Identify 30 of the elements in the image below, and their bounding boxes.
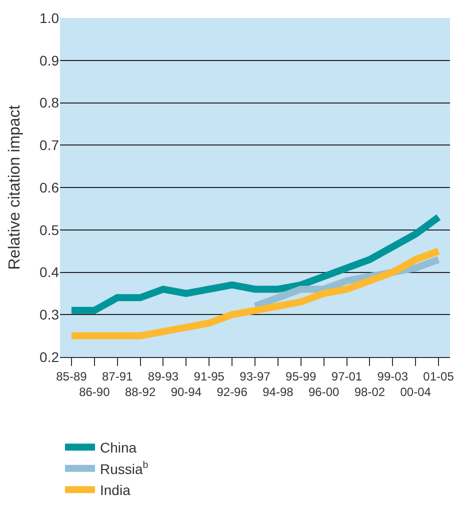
- legend-label: India: [100, 482, 131, 498]
- x-tick-label: 88-92: [124, 385, 156, 399]
- x-tick-label: 85-89: [56, 369, 88, 384]
- x-tick-label: 87-91: [102, 369, 134, 384]
- x-tick-label: 93-97: [240, 369, 271, 384]
- y-axis-title: Relative citation impact: [6, 104, 24, 270]
- x-tick-label: 00-04: [400, 385, 432, 399]
- x-tick-label: 89-93: [148, 369, 179, 384]
- x-tick-label: 92-96: [216, 385, 248, 399]
- x-tick-label: 90-94: [170, 385, 202, 399]
- x-tick-label: 98-02: [354, 385, 386, 399]
- x-tick-label: 96-00: [308, 385, 340, 399]
- y-tick-label: 0.8: [40, 94, 60, 111]
- y-tick-label: 0.3: [40, 306, 60, 323]
- x-tick-label: 94-98: [262, 385, 294, 399]
- y-tick-label: 0.4: [40, 264, 60, 280]
- y-tick-label: 0.6: [40, 179, 60, 196]
- x-tick-label: 01-05: [423, 369, 454, 384]
- x-tick-label: 86-90: [79, 385, 110, 399]
- y-tick-label: 0.2: [40, 348, 60, 365]
- y-tick-label: 0.9: [40, 52, 60, 68]
- x-tick-label: 95-99: [286, 369, 317, 384]
- x-tick-label: 99-03: [377, 369, 408, 384]
- x-tick-label: 97-01: [331, 369, 362, 384]
- legend-label: China: [100, 440, 137, 456]
- y-tick-label: 0.5: [40, 222, 60, 238]
- x-tick-label: 91-95: [194, 369, 225, 384]
- y-tick-label: 1.0: [40, 10, 60, 26]
- legend-label: Russia$^{b}$: [100, 460, 149, 477]
- y-tick-label: 0.7: [40, 137, 60, 154]
